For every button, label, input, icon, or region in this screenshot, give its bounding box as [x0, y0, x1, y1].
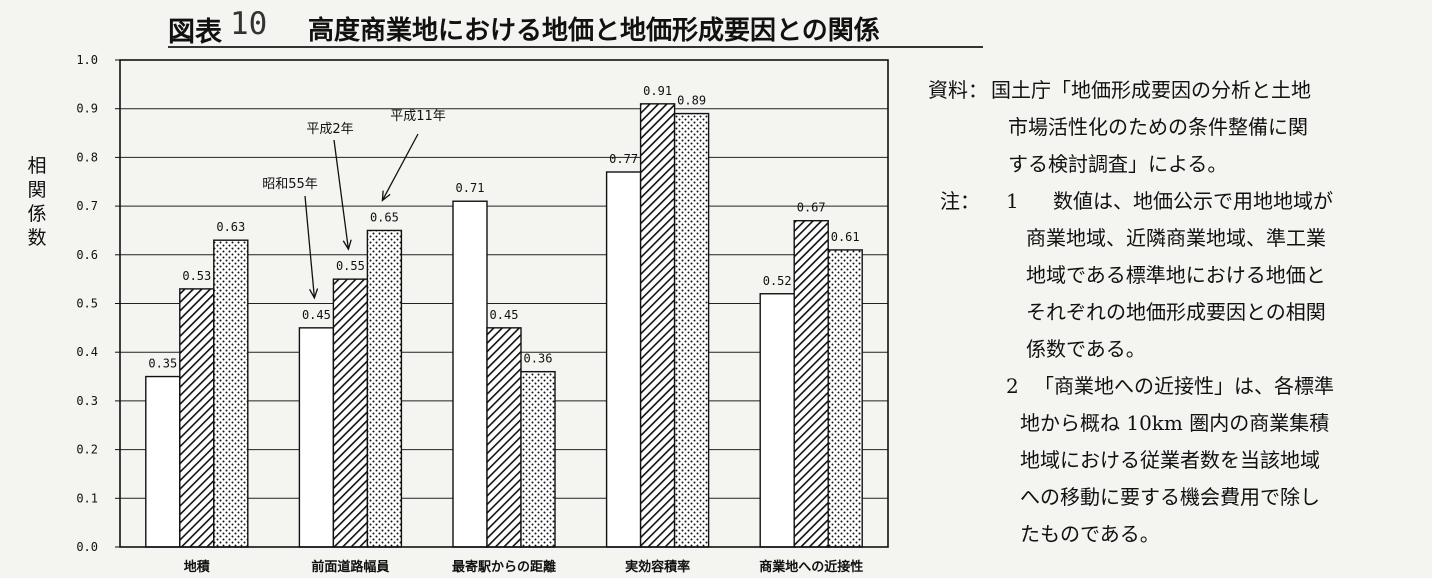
y-tick-label: 0.3 — [76, 394, 98, 408]
data-label: 0.45 — [490, 308, 519, 322]
notes-panel: 資料： 国土庁「地価形成要因の分析と土地 市場活性化のための条件整備に関 する検… — [928, 72, 1428, 553]
y-tick-label: 0.0 — [76, 540, 98, 554]
x-tick-labels: 地積 前面道路幅員 最寄駅からの距離 実効容積率 商業地への近接性 — [184, 559, 863, 575]
y-tick-label: 0.5 — [76, 297, 98, 311]
note-1-line: 地域である標準地における地価と — [1026, 263, 1326, 287]
series-arrow-head — [309, 288, 319, 300]
data-label: 0.36 — [524, 352, 553, 366]
bar-group — [145, 103, 863, 548]
series-name-label: 平成2年 — [306, 122, 353, 137]
source-label: 資料： — [928, 78, 988, 102]
bar — [673, 112, 710, 548]
plot-frame — [119, 59, 889, 548]
data-label: 0.61 — [831, 230, 860, 244]
x-tick-label: 最寄駅からの距離 — [452, 559, 556, 575]
x-tick-label: 地積 — [184, 559, 211, 575]
data-label: 0.89 — [677, 94, 706, 108]
y-tick-label: 1.0 — [76, 53, 98, 67]
series-name-label: 昭和55年 — [262, 177, 318, 192]
data-label: 0.91 — [643, 84, 672, 98]
source-line: する検討調査」による。 — [1008, 152, 1228, 176]
bar — [793, 220, 829, 548]
bar — [639, 103, 676, 548]
note-2-block: 2 「商業地への近接性」は、各標準 地から概ね 10km 圏内の商業集積 地域に… — [928, 368, 1428, 553]
data-label: 0.52 — [763, 274, 792, 288]
series-name-label: 平成11年 — [390, 109, 446, 124]
figure-number: 10 — [230, 6, 268, 42]
bar — [486, 327, 522, 548]
y-tick-label: 0.4 — [76, 345, 98, 359]
x-tick-label: 実効容積率 — [625, 559, 690, 575]
note-2-line: たものである。 — [1020, 522, 1160, 546]
note-1-block: 注： 1 数値は、地価公示で用地地域が 商業地域、近隣商業地域、準工業 地域であ… — [928, 183, 1428, 368]
correlation-bar-chart: 0.00.10.20.30.40.50.60.70.80.91.0 0.350.… — [76, 53, 889, 575]
data-label: 0.67 — [797, 201, 826, 215]
figure-title-prefix: 図表 — [168, 17, 222, 48]
bar — [145, 375, 181, 548]
note-2-line: 「商業地への近接性」は、各標準 — [1034, 374, 1334, 398]
note-1-line: 商業地域、近隣商業地域、準工業 — [1026, 226, 1326, 250]
source-block: 資料： 国土庁「地価形成要因の分析と土地 市場活性化のための条件整備に関 する検… — [928, 72, 1428, 183]
bar — [827, 249, 863, 548]
note-1-line: それぞれの地価形成要因との相関 — [1026, 300, 1326, 324]
series-arrow-head — [381, 190, 391, 202]
figure-title-text: 高度商業地における地価と地価形成要因との関係 — [308, 16, 880, 46]
y-tick-label: 0.1 — [76, 491, 98, 505]
bar — [605, 171, 642, 548]
data-labels: 0.35 0.53 0.63 0.45 0.55 0.65 0.71 0.45 0.36 0.77… — [148, 84, 859, 371]
note-label: 注： — [940, 189, 980, 213]
source-line: 市場活性化のための条件整備に関 — [1008, 115, 1308, 139]
note-2-line: 地から概ね 10km 圏内の商業集積 — [1020, 411, 1330, 435]
y-axis-label: 相関係数 — [27, 155, 47, 249]
series-arrow-line — [381, 133, 419, 201]
data-label: 0.71 — [456, 181, 485, 195]
note-2-number: 2 — [1006, 374, 1019, 398]
data-label: 0.45 — [302, 308, 331, 322]
source-line: 国土庁「地価形成要因の分析と土地 — [991, 78, 1311, 102]
y-tick-labels: 0.0 0.1 0.2 0.3 0.4 0.5 0.6 0.7 0.8 0.9 1.0 — [76, 53, 98, 554]
bar — [452, 200, 488, 548]
data-label: 0.55 — [336, 259, 365, 273]
data-label: 0.53 — [182, 269, 211, 283]
x-tick-label: 商業地への近接性 — [759, 559, 863, 575]
bar — [213, 239, 249, 548]
bar — [332, 278, 369, 548]
bar — [298, 327, 335, 548]
y-tick-label: 0.7 — [76, 199, 98, 213]
series-arrow-line — [333, 139, 350, 250]
data-label: 0.63 — [216, 220, 245, 234]
bar — [179, 288, 215, 548]
data-label: 0.35 — [148, 357, 177, 371]
series-annotations: 昭和55年 平成2年 平成11年 — [262, 109, 446, 300]
y-tick-label: 0.6 — [76, 248, 98, 262]
series-arrow-line — [304, 195, 316, 298]
title-underline — [168, 46, 983, 48]
y-tick-label: 0.2 — [76, 443, 98, 457]
bar — [366, 229, 403, 548]
data-label: 0.65 — [370, 210, 399, 224]
note-1-number: 1 — [1006, 189, 1019, 213]
data-label: 0.77 — [609, 152, 638, 166]
y-tick-label: 0.9 — [76, 102, 98, 116]
x-tick-label: 前面道路幅員 — [311, 559, 389, 575]
note-2-line: への移動に要する機会費用で除し — [1020, 485, 1320, 509]
series-arrow-head — [342, 239, 352, 251]
bar — [759, 293, 795, 548]
bar — [520, 370, 556, 548]
y-tick-label: 0.8 — [76, 150, 98, 164]
note-1-line: 係数である。 — [1026, 337, 1146, 361]
note-1-line: 数値は、地価公示で用地地域が — [1053, 189, 1333, 213]
note-2-line: 地域における従業者数を当該地域 — [1020, 448, 1320, 472]
